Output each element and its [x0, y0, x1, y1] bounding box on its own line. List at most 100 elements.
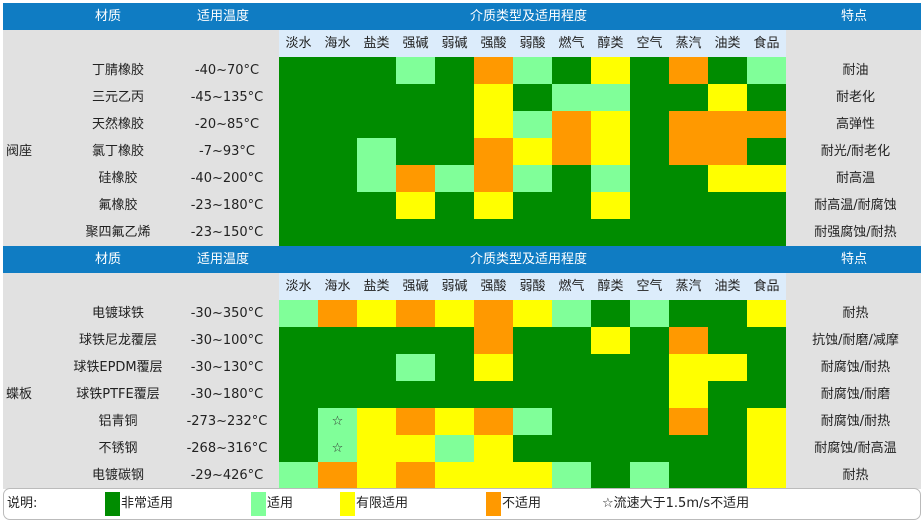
rating-cell — [318, 138, 357, 165]
rating-cell — [630, 300, 669, 327]
rating-cell — [708, 111, 747, 138]
media-label: 强碱 — [402, 36, 429, 51]
legend-note: ☆流速大于1.5m/s不适用 — [602, 496, 750, 511]
rating-cell — [474, 327, 513, 354]
rating-cell — [396, 354, 435, 381]
rating-cell — [396, 84, 435, 111]
rating-cell — [552, 138, 591, 165]
rating-cell — [396, 381, 435, 408]
rating-cell — [591, 327, 630, 354]
rating-cell — [513, 84, 552, 111]
feature-text: 耐油 — [842, 63, 869, 78]
media-label: 海水 — [324, 279, 351, 294]
material-name: 聚四氟乙烯 — [85, 225, 151, 240]
rating-cell — [318, 381, 357, 408]
rating-cell — [708, 192, 747, 219]
feature-text: 耐老化 — [835, 90, 875, 105]
rating-cell — [708, 300, 747, 327]
rating-cell — [669, 381, 708, 408]
rating-cell — [669, 435, 708, 462]
rating-cell — [747, 84, 786, 111]
media-label: 油类 — [714, 279, 741, 294]
rating-cell — [669, 300, 708, 327]
rating-cell — [279, 354, 318, 381]
media-label: 弱酸 — [519, 279, 546, 294]
media-label: 强碱 — [402, 279, 429, 294]
header-material: 材质 — [95, 252, 122, 267]
temperature-range: -30~100°C — [190, 333, 264, 348]
media-label: 强酸 — [480, 279, 507, 294]
rating-cell — [591, 219, 630, 246]
legend-label: 有限适用 — [356, 496, 409, 511]
temperature-range: -7~93°C — [199, 144, 255, 159]
rating-cell — [669, 219, 708, 246]
rating-cell — [357, 165, 396, 192]
rating-cell — [474, 111, 513, 138]
header-features: 特点 — [841, 9, 868, 24]
rating-cell — [279, 462, 318, 489]
rating-cell — [630, 219, 669, 246]
media-header-row: 淡水 海水 盐类 强碱 弱碱 强酸 弱酸 燃气 醇类 空气 蒸汽 油类 食品 — [279, 273, 786, 300]
rating-cell — [396, 165, 435, 192]
rating-cell — [708, 408, 747, 435]
rating-cell — [279, 435, 318, 462]
rating-cell — [747, 111, 786, 138]
rating-cell — [474, 138, 513, 165]
rating-cell — [396, 300, 435, 327]
rating-cell — [552, 381, 591, 408]
rating-cell — [552, 408, 591, 435]
rating-cell — [630, 57, 669, 84]
rating-cell — [591, 408, 630, 435]
header-media-title: 介质类型及适用程度 — [470, 252, 588, 267]
legend-title: 说明: — [7, 496, 38, 511]
rating-cell — [630, 381, 669, 408]
rating-cell — [279, 381, 318, 408]
legend-swatch — [340, 492, 355, 516]
media-label: 蒸汽 — [675, 36, 702, 51]
rating-cell — [513, 354, 552, 381]
rating-cell — [552, 111, 591, 138]
rating-cell — [669, 57, 708, 84]
rating-cell — [396, 462, 435, 489]
rating-cell — [396, 327, 435, 354]
header-temp: 适用温度 — [197, 9, 250, 24]
rating-cell — [747, 435, 786, 462]
rating-cell — [357, 462, 396, 489]
rating-cell — [318, 84, 357, 111]
media-label: 蒸汽 — [675, 279, 702, 294]
rating-cell — [513, 111, 552, 138]
rating-cell — [318, 57, 357, 84]
rating-cell — [318, 192, 357, 219]
rating-cell — [396, 408, 435, 435]
rating-cell — [513, 219, 552, 246]
media-header-row: 淡水 海水 盐类 强碱 弱碱 强酸 弱酸 燃气 醇类 空气 蒸汽 油类 食品 — [279, 30, 786, 57]
rating-cell — [708, 435, 747, 462]
rating-cell — [708, 462, 747, 489]
media-label: 弱酸 — [519, 36, 546, 51]
rating-cell — [357, 300, 396, 327]
rating-cell — [357, 327, 396, 354]
media-label: 油类 — [714, 36, 741, 51]
rating-cell — [669, 327, 708, 354]
rating-cell — [474, 462, 513, 489]
rating-cell — [357, 111, 396, 138]
rating-cell — [435, 219, 474, 246]
rating-cell — [669, 354, 708, 381]
rating-cell — [357, 435, 396, 462]
rating-cell — [279, 111, 318, 138]
media-label: 弱碱 — [441, 36, 468, 51]
media-label: 空气 — [636, 279, 663, 294]
temperature-range: -30~350°C — [190, 306, 264, 321]
rating-cell — [669, 84, 708, 111]
rating-cell — [513, 435, 552, 462]
rating-cell — [318, 354, 357, 381]
legend-swatch — [105, 492, 120, 516]
material-name: 球铁尼龙覆层 — [78, 333, 157, 348]
header-temp: 适用温度 — [197, 252, 250, 267]
material-name: 球铁EPDM覆层 — [73, 360, 163, 375]
rating-cell — [318, 165, 357, 192]
rating-cell — [747, 354, 786, 381]
rating-cell — [708, 219, 747, 246]
rating-cell — [708, 354, 747, 381]
rating-cell — [708, 327, 747, 354]
